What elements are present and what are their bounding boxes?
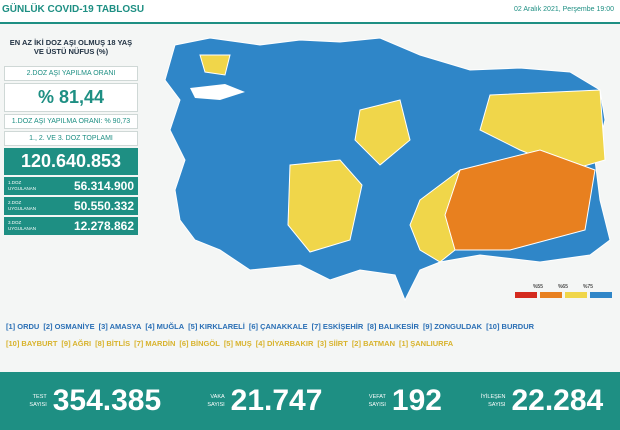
province: [1] ŞANLIURFA — [399, 339, 454, 348]
legend-label: %55 — [533, 284, 543, 290]
dose-value: 56.314.900 — [73, 179, 134, 193]
stat-value: 192 — [391, 384, 442, 417]
province: [5] MUŞ — [223, 339, 252, 348]
province: [10] BAYBURT — [6, 339, 58, 348]
header-date: 02 Aralık 2021, Perşembe 19:00 — [513, 6, 614, 13]
dose-row: 2.DOZ UYGULANAN 50.550.332 — [4, 197, 138, 215]
marmara-sea — [190, 84, 245, 100]
map: %55 %65 %75 — [164, 37, 612, 302]
province: [10] BURDUR — [486, 322, 535, 331]
province: [7] MARDİN — [134, 339, 176, 348]
panel-title: EN AZ İKİ DOZ AŞI OLMUŞ 18 YAŞ VE ÜSTÜ N… — [9, 38, 133, 56]
province: [8] BİTLİS — [95, 339, 131, 348]
stat-label: TEST SAYISI — [29, 394, 47, 408]
dose-row: 3.DOZ UYGULANAN 12.278.862 — [4, 217, 138, 235]
stat-label: VEFAT SAYISI — [368, 394, 386, 408]
province: [8] BALIKESİR — [367, 322, 419, 331]
stat: İYİLEŞEN SAYISI 22.284 — [475, 384, 604, 418]
top-list: [1] ORDU [2] OSMANİYE [3] AMASYA [4] MUĞLA[… — [6, 322, 616, 331]
dose-value: 12.278.862 — [73, 219, 134, 233]
stat: VEFAT SAYISI 192 — [356, 384, 442, 418]
dose-label: 2.DOZ UYGULANAN — [8, 200, 37, 211]
province: [3] SİİRT — [317, 339, 348, 348]
dose-value: 50.550.332 — [73, 199, 134, 213]
total: 120.640.853 — [4, 148, 138, 175]
stat: VAKA SAYISI 21.747 — [195, 384, 323, 418]
province: [2] OSMANİYE — [43, 322, 95, 331]
province: [1] ORDU — [6, 322, 40, 331]
stat-value: 354.385 — [52, 384, 162, 417]
dose-label: 3.DOZ UYGULANAN — [8, 220, 37, 231]
dose-rows: 1.DOZ UYGULANAN 56.314.900 2.DOZ UYGULANAN… — [4, 177, 138, 235]
province-lists: [1] ORDU [2] OSMANİYE [3] AMASYA [4] MUĞLA[… — [6, 322, 616, 356]
stat-value: 22.284 — [511, 384, 604, 417]
label: 2.DOZ AŞI YAPILMA ORANI — [4, 66, 138, 81]
province: [4] DİYARBAKIR — [255, 339, 314, 348]
label: 1.DOZ AŞI YAPILMA ORANI: % 90,73 — [4, 114, 138, 129]
dose-label: 1.DOZ UYGULANAN — [8, 180, 37, 191]
stat-label: VAKA SAYISI — [207, 394, 225, 408]
legend-swatch — [565, 292, 587, 298]
province: [9] ZONGULDAK — [422, 322, 483, 331]
legend-swatch — [515, 292, 537, 298]
stat-value: 21.747 — [230, 384, 323, 417]
bottom-list: [10] BAYBURT [9] AĞRI [8] BİTLİS [7] MARDİN… — [6, 339, 616, 348]
vaccination-panel: EN AZ İKİ DOZ AŞI OLMUŞ 18 YAŞ VE ÜSTÜ N… — [4, 38, 138, 237]
stat-label: İYİLEŞEN SAYISI — [480, 394, 506, 408]
province: [2] BATMAN — [351, 339, 395, 348]
province: [6] BİNGÖL — [179, 339, 220, 348]
yellow-region — [354, 99, 411, 166]
orange-region — [444, 149, 596, 251]
dose-row: 1.DOZ UYGULANAN 56.314.900 — [4, 177, 138, 195]
header: GÜNLÜK COVID-19 TABLOSU 02 Aralık 2021, … — [0, 0, 620, 24]
label: 1., 2. VE 3. DOZ TOPLAMI — [4, 131, 138, 146]
stat: TEST SAYISI 354.385 — [17, 384, 161, 418]
legend-label: %65 — [558, 284, 568, 290]
legend: %55 %65 %75 — [515, 284, 612, 298]
legend-swatch — [540, 292, 562, 298]
legend-label: %75 — [583, 284, 593, 290]
province: [4] MUĞLA — [145, 322, 185, 331]
header-title: GÜNLÜK COVID-19 TABLOSU — [2, 4, 145, 15]
province: [3] AMASYA — [98, 322, 142, 331]
province: [6] ÇANAKKALE — [248, 322, 308, 331]
legend-swatch — [590, 292, 612, 298]
stats-band: TEST SAYISI 354.385 VAKA SAYISI 21.747 VEFAT… — [0, 372, 620, 430]
rate: % 81,44 — [4, 83, 138, 112]
province: [7] ESKİŞEHİR — [311, 322, 364, 331]
province: [9] AĞRI — [61, 339, 92, 348]
province: [5] KIRKLARELİ — [188, 322, 245, 331]
yellow-region — [287, 159, 363, 253]
yellow-region — [199, 54, 231, 76]
